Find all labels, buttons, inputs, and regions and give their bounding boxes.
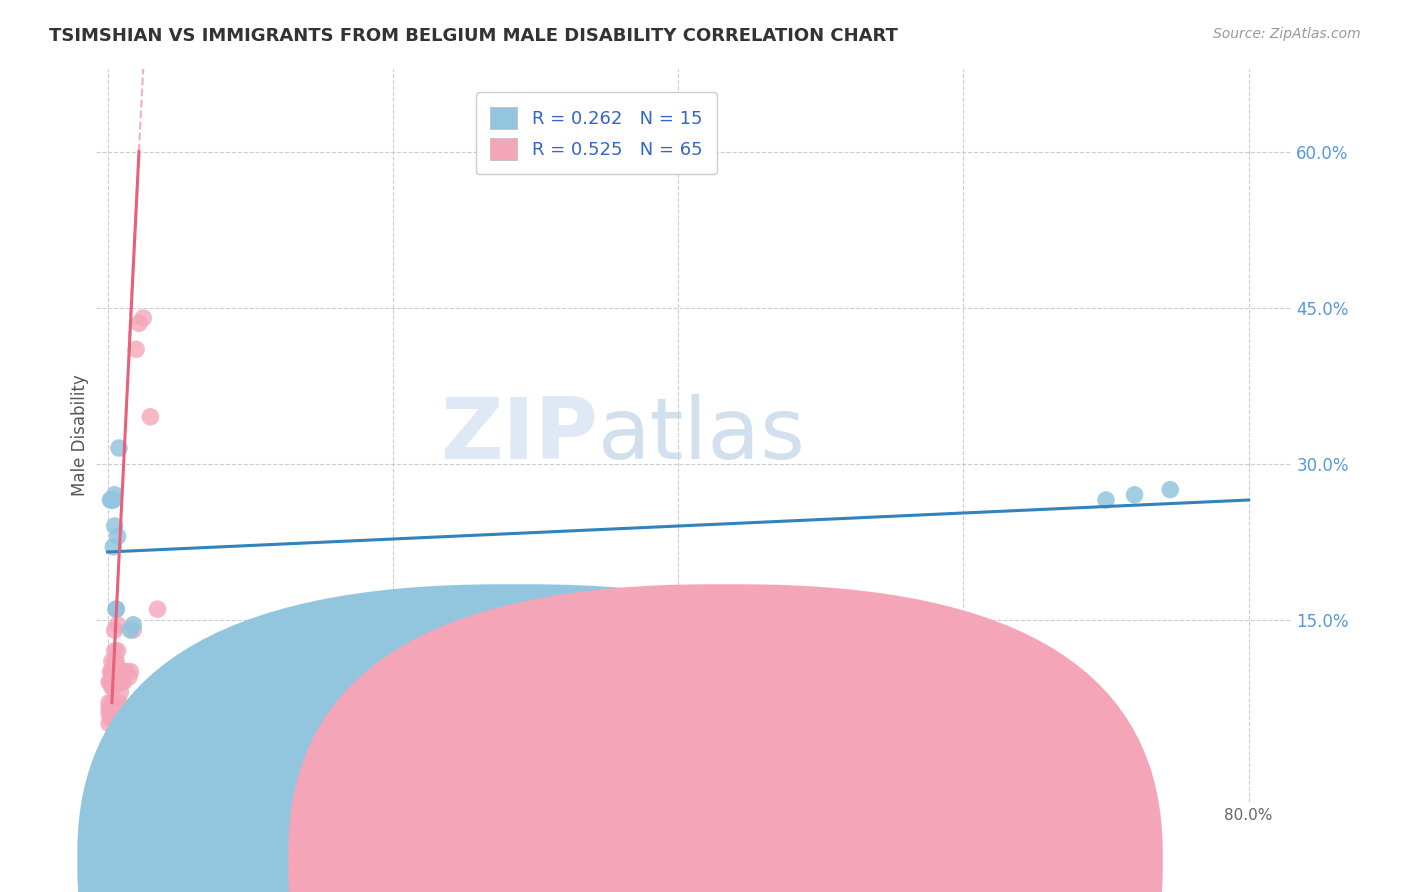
Point [114,665,136,679]
Point [108,441,131,455]
Point [105,602,128,616]
Point [132,311,155,326]
Point [101,696,124,710]
Point [104,711,127,725]
Point [101,670,124,684]
Point [1123,488,1146,502]
Point [101,706,124,721]
Point [104,488,127,502]
Point [112,675,135,690]
Point [104,675,127,690]
Point [103,701,125,715]
Point [120,623,142,637]
Point [105,711,128,725]
Point [101,711,124,725]
Point [98,675,121,690]
Point [104,696,127,710]
Point [98,701,121,715]
Point [104,623,127,637]
Point [104,519,127,533]
Point [107,529,129,543]
Point [103,665,125,679]
Point [100,493,122,508]
Point [107,665,129,679]
Point [104,654,127,668]
Point [107,706,129,721]
Point [103,675,125,690]
Point [103,706,125,721]
Point [100,701,122,715]
Point [100,711,122,725]
Point [111,675,134,690]
Point [103,696,125,710]
Point [110,685,132,699]
Point [107,696,129,710]
Point [98,706,121,721]
Point [111,665,134,679]
Point [101,701,124,715]
Point [128,316,150,330]
Point [125,343,148,357]
Point [104,706,127,721]
Point [105,602,128,616]
Point [103,493,125,508]
Point [101,654,124,668]
Point [110,670,132,684]
Point [122,623,145,637]
Text: Immigrants from Belgium: Immigrants from Belgium [749,852,962,870]
Point [101,493,124,508]
Point [98,696,121,710]
Point [1095,493,1118,508]
Text: Tsimshian: Tsimshian [538,852,620,870]
Text: ZIP: ZIP [440,393,598,476]
Point [103,540,125,554]
Point [101,675,124,690]
Y-axis label: Male Disability: Male Disability [72,374,89,496]
Point [103,680,125,694]
Point [107,675,129,690]
Point [105,654,128,668]
Point [105,706,128,721]
Point [101,680,124,694]
Legend: R = 0.262   N = 15, R = 0.525   N = 65: R = 0.262 N = 15, R = 0.525 N = 65 [475,92,717,174]
Point [108,675,131,690]
Point [104,665,127,679]
Point [120,665,142,679]
Point [101,665,124,679]
Point [104,701,127,715]
Point [105,675,128,690]
Point [100,665,122,679]
Point [103,711,125,725]
Text: Source: ZipAtlas.com: Source: ZipAtlas.com [1213,27,1361,41]
Point [118,670,141,684]
Point [105,696,128,710]
Point [108,665,131,679]
Point [98,716,121,731]
Point [107,644,129,658]
Point [1159,483,1181,497]
Point [139,409,162,424]
Point [104,644,127,658]
Point [107,617,129,632]
Point [100,675,122,690]
Point [146,602,169,616]
Text: TSIMSHIAN VS IMMIGRANTS FROM BELGIUM MALE DISABILITY CORRELATION CHART: TSIMSHIAN VS IMMIGRANTS FROM BELGIUM MAL… [49,27,898,45]
Point [122,617,145,632]
Point [100,706,122,721]
Point [108,696,131,710]
Point [105,665,128,679]
Point [115,665,138,679]
Text: atlas: atlas [598,393,806,476]
